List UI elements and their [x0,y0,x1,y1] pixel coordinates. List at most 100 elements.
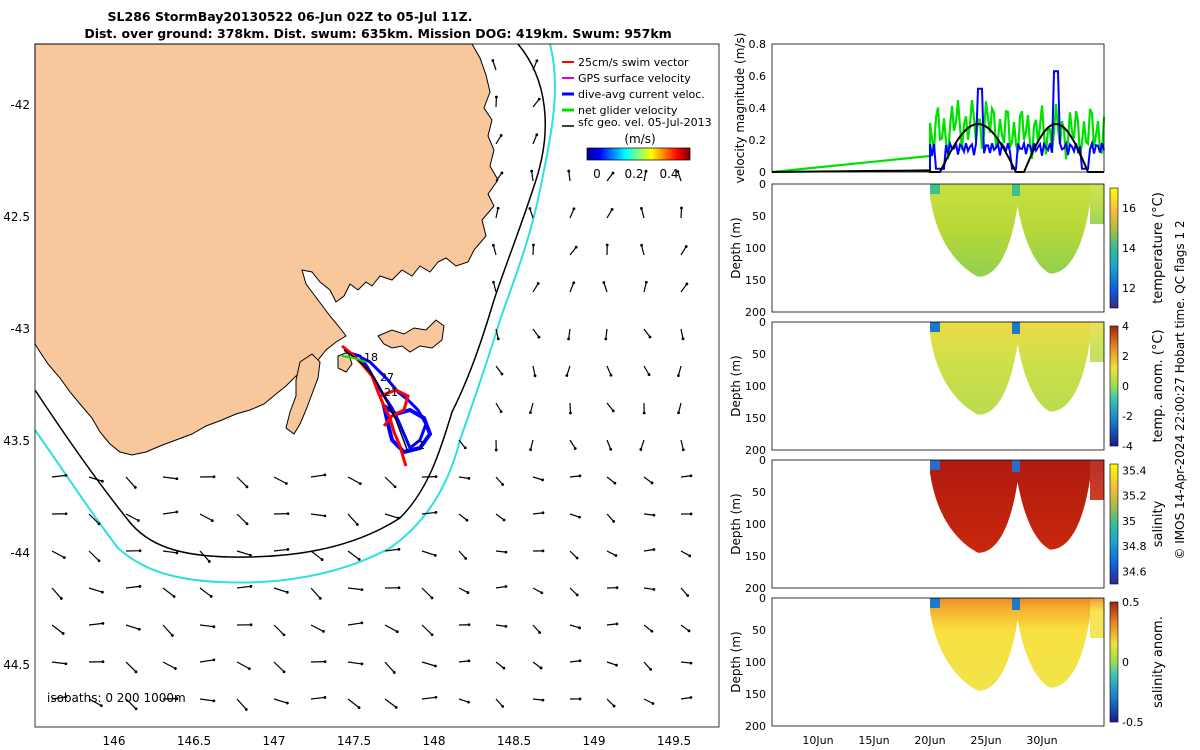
section-ytick-temp-anomaly-4: 200 [745,444,766,457]
arrow-head-68 [501,483,505,486]
velocity-arrow-108 [680,550,691,557]
velocity-arrow-172 [384,698,397,708]
velocity-arrow-54 [680,439,684,450]
vel-ytick-04: 0.4 [749,102,767,115]
arrow-head-79 [245,522,249,526]
time-tick-20jun: 20Jun [914,734,945,747]
velocity-arrow-53 [640,439,645,450]
velocity-arrow-23 [680,246,687,256]
arrow-head-5 [499,134,503,137]
velocity-arrow-98 [310,550,323,561]
velocity-arrow-180 [680,696,691,700]
arrow-head-140 [504,625,508,628]
section-tail-salinity [1090,460,1104,500]
section-surface-band-b-temperature [1012,184,1020,196]
isobath-1000m [34,43,557,584]
section-ytick-salinity-anomaly-3: 150 [745,688,766,701]
map-ytick-42: -42 [10,98,30,112]
arrow-head-97 [248,553,252,557]
velocity-arrow-107 [643,548,654,552]
velocity-arrow-141 [569,624,580,629]
track-label-1: 1 [418,439,425,452]
arrow-head-41 [647,373,651,377]
arrow-head-40 [609,373,613,377]
velocity-arrow-142 [606,623,618,626]
velocity-arrow-61 [273,476,287,485]
velocity-arrow-147 [125,661,137,673]
velocity-arrow-130 [162,624,173,636]
arrow-head-38 [533,374,537,378]
section-ytick-temperature-1: 50 [752,210,766,223]
arrow-head-154 [360,662,364,666]
velocity-arrow-88 [606,513,615,522]
velocity-arrow-13 [529,208,534,219]
section-frame-salinity-anomaly [771,597,1105,727]
arrow-head-144 [650,629,654,633]
colorbar-tick-04: 0.4 [659,167,678,181]
velocity-arrow-89 [643,513,655,516]
arrow-head-179 [612,704,616,708]
velocity-arrow-22 [640,245,645,256]
arrow-head-155 [392,671,396,674]
arrow-head-146 [64,662,68,666]
velocity-arrow-57 [125,476,136,488]
velocity-arrow-115 [273,587,288,593]
arrow-head-160 [578,659,582,663]
arrow-head-153 [323,660,327,664]
colorbar-salinity [1109,463,1119,585]
arrow-head-102 [433,553,437,557]
track-label-21: 21 [384,386,398,399]
map-xtick-147: 147 [263,734,286,748]
arrow-head-168 [212,699,216,703]
section-ytick-temp-anomaly-0: 0 [759,316,766,329]
arrow-head-95 [175,551,179,555]
colorbar-tick-salinity-anomaly-1: 0 [1122,656,1129,669]
arrow-head-115 [249,584,253,588]
arrow-head-33 [567,337,571,341]
velocity-arrow-32 [568,328,571,339]
arrow-head-10 [611,171,615,175]
map-ytick-43: -43 [10,322,30,336]
arrow-head-128 [61,632,65,635]
section-ytick-temp-anomaly-3: 150 [745,412,766,425]
velocity-arrow-144 [680,624,690,632]
colorbar-label-temperature: temperature (°C) [1151,192,1166,304]
arrow-head-74 [64,512,68,516]
velocity-arrow-9 [606,172,614,182]
arrow-head-171 [323,696,327,699]
velocity-arrow-145 [51,661,66,665]
arrow-head-61 [245,485,249,489]
velocity-arrow-92 [88,550,100,562]
track-label-18: 18 [364,351,378,364]
arrow-head-143 [615,622,619,626]
velocity-arrow-4 [495,135,502,145]
arrow-head-170 [285,701,289,705]
arrow-head-64 [358,482,362,486]
velocity-arrow-106 [606,550,617,557]
arrow-head-73 [689,474,693,478]
arrow-head-110 [59,597,63,600]
section-ytick-salinity-anomaly-4: 200 [745,720,766,733]
arrow-head-137 [395,630,399,634]
arrow-head-131 [170,634,174,637]
arrow-head-31 [496,337,500,341]
velocity-arrow-101 [421,550,436,556]
arrow-head-12 [676,170,680,173]
arrow-head-11 [644,169,648,173]
track-red-loop [379,388,410,427]
colorbar-tick-temperature-1: 14 [1122,242,1136,255]
glider-track: 18 27 21 1 [341,344,433,467]
arrow-head-91 [689,512,693,516]
velocity-arrow-77 [199,513,213,522]
section-surface-band-salinity [930,460,940,470]
arrow-head-119 [397,586,401,590]
arrow-head-32 [537,335,541,339]
velocity-arrow-111 [125,585,140,589]
arrow-head-122 [504,585,508,588]
arrow-head-113 [172,595,176,598]
arrow-head-150 [212,658,216,662]
velocity-arrow-14 [569,208,575,219]
velocity-arrow-105 [569,550,578,559]
section-frame-temp-anomaly [771,321,1105,451]
arrow-head-29 [644,280,648,284]
